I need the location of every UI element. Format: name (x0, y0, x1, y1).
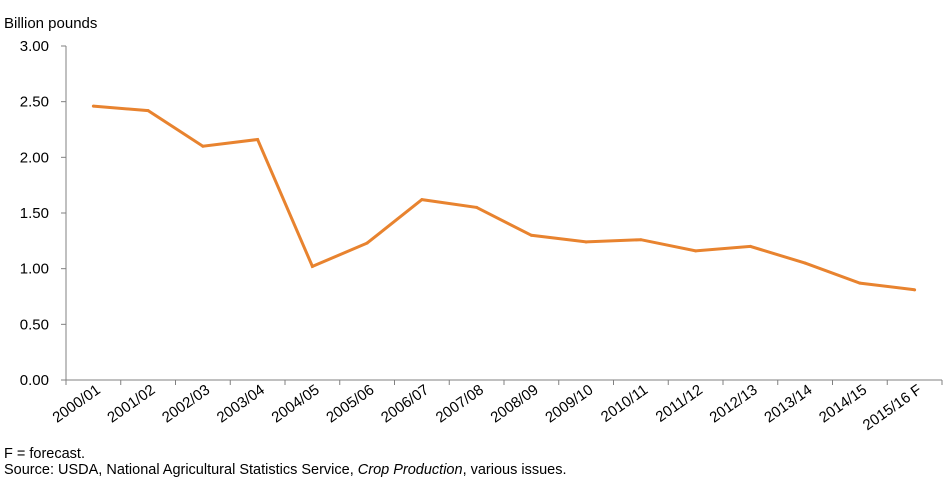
data-point (91, 104, 95, 108)
x-tick-label: 2005/06 (323, 381, 377, 426)
data-point (146, 109, 150, 113)
x-tick-label: 2007/08 (433, 381, 487, 426)
y-tick-label: 1.50 (20, 205, 49, 222)
data-point (584, 240, 588, 244)
x-tick-label: 2015/16 F (860, 381, 925, 434)
data-point (639, 238, 643, 242)
line-chart: Billion pounds 0.00 0.50 1.00 1.50 2.00 2.50 3… (4, 15, 943, 434)
x-tick-label: 2004/05 (268, 381, 322, 426)
y-tick-label: 2.50 (20, 94, 49, 111)
x-tick-label: 2013/14 (761, 381, 815, 426)
y-tick-label: 0.00 (20, 372, 49, 389)
x-tick-label: 2006/07 (378, 381, 432, 426)
x-tick-label: 2000/01 (49, 381, 103, 426)
x-tick-label: 2012/13 (706, 381, 760, 426)
y-tick-label: 0.50 (20, 316, 49, 333)
y-tick-label: 2.00 (20, 149, 49, 166)
data-point (201, 144, 205, 148)
series-line (93, 104, 915, 292)
data-point (529, 233, 533, 237)
forecast-note-text: F = forecast. (4, 446, 85, 462)
x-tick-label: 2009/10 (542, 381, 596, 426)
x-tick-label: 2010/11 (598, 381, 651, 425)
x-tick-label: 2002/03 (159, 381, 213, 426)
source-title: Crop Production (357, 462, 463, 478)
source-prefix: Source: USDA, National Agricultural Stat… (4, 462, 358, 478)
data-point (913, 288, 917, 292)
forecast-note: F = forecast. (4, 446, 85, 462)
data-point (694, 249, 698, 253)
data-point (803, 261, 807, 265)
data-point (475, 205, 479, 209)
data-point (858, 281, 862, 285)
data-point (365, 241, 369, 245)
source-suffix: , various issues. (462, 462, 567, 478)
y-tick-label: 3.00 (20, 38, 49, 55)
x-tick-label: 2011/12 (653, 381, 706, 425)
data-point (310, 264, 314, 268)
x-tick-label: 2003/04 (214, 381, 268, 426)
data-point (256, 138, 260, 142)
x-tick-label: 2001/02 (104, 381, 158, 426)
y-tick-label: 1.00 (20, 261, 49, 278)
x-tick-label: 2008/09 (487, 381, 541, 426)
y-axis-title: Billion pounds (4, 15, 97, 32)
data-point (420, 198, 424, 202)
data-point (748, 244, 752, 248)
source-note: Source: USDA, National Agricultural Stat… (4, 462, 567, 478)
